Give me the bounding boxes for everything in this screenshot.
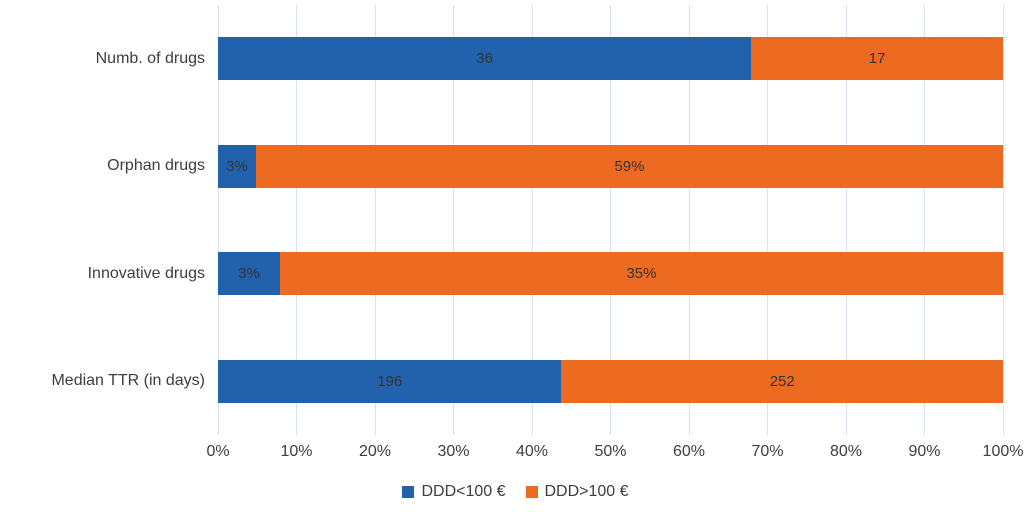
x-tick-label: 40%: [515, 443, 549, 460]
x-tick-label: 50%: [594, 443, 627, 460]
x-tick-label: 0%: [206, 443, 230, 460]
category-axis: Numb. of drugs Orphan drugs Innovative dru…: [0, 5, 218, 435]
segment-value-label: 59%: [614, 157, 645, 175]
gridline: [767, 5, 768, 435]
gridline: [1002, 5, 1004, 435]
bar-row: 196 252: [218, 328, 1003, 436]
legend-label: DDD>100 €: [544, 483, 629, 500]
bar-row: 3% 59%: [218, 113, 1003, 221]
segment-value-label: 36: [476, 50, 493, 68]
stacked-bar: 196 252: [218, 359, 1003, 403]
category-label: Innovative drugs: [87, 264, 205, 282]
legend: DDD<100 € DDD>100 €: [0, 483, 1031, 501]
bar-row: 36 17: [218, 5, 1003, 113]
legend-swatch: [525, 486, 538, 498]
stacked-bar: 36 17: [218, 37, 1003, 81]
legend-item: DDD<100 €: [402, 483, 506, 501]
gridline: [845, 5, 847, 435]
gridline: [610, 5, 611, 435]
gridline: [374, 5, 376, 435]
gridline: [453, 5, 454, 435]
bar-row: 3% 35%: [218, 220, 1003, 328]
bar-segment: 35%: [279, 252, 1003, 296]
gridline: [217, 5, 219, 435]
plot-area: 36 17 3% 59% 3% 35% 196 252: [217, 5, 1004, 435]
x-tick-label: 60%: [672, 443, 706, 460]
chart-body: Numb. of drugs Orphan drugs Innovative dru…: [0, 5, 1004, 435]
bar-segment: 196: [218, 359, 562, 403]
legend-swatch: [402, 486, 415, 498]
category-label: Orphan drugs: [107, 157, 205, 175]
gridline: [688, 5, 690, 435]
x-tick-label: 30%: [437, 443, 470, 460]
segment-value-label: 17: [868, 50, 886, 68]
category-label: Median TTR (in days): [51, 372, 205, 390]
category-label: Numb. of drugs: [95, 49, 205, 67]
stacked-bar: 3% 59%: [218, 144, 1003, 188]
x-tick-label: 100%: [982, 443, 1024, 460]
x-axis: 0% 10% 20% 30% 40% 50% 60% 70% 80% 90% 100%: [206, 443, 1023, 465]
segment-value-label: 3%: [238, 265, 260, 283]
bar-segment: 59%: [255, 144, 1003, 188]
legend-item: DDD>100 €: [525, 483, 629, 501]
legend-label: DDD<100 €: [421, 483, 506, 500]
gridline: [924, 5, 925, 435]
x-tick-label: 70%: [751, 443, 784, 460]
gridline: [531, 5, 533, 435]
segment-value-label: 252: [769, 372, 795, 390]
stacked-bar: 3% 35%: [218, 252, 1003, 296]
bar-segment: 3%: [218, 252, 280, 296]
x-tick-label: 20%: [358, 443, 392, 460]
bar-rows: 36 17 3% 59% 3% 35% 196 252: [218, 5, 1003, 435]
x-tick-label: 10%: [280, 443, 313, 460]
segment-value-label: 3%: [226, 157, 248, 175]
segment-value-label: 196: [377, 372, 403, 390]
x-tick-label: 80%: [829, 443, 863, 460]
bar-segment: 36: [218, 37, 752, 81]
bar-segment: 17: [751, 37, 1003, 81]
x-tick-label: 90%: [908, 443, 941, 460]
bar-segment: 252: [561, 359, 1003, 403]
bar-segment: 3%: [218, 144, 256, 188]
segment-value-label: 35%: [626, 265, 657, 283]
gridline: [296, 5, 297, 435]
